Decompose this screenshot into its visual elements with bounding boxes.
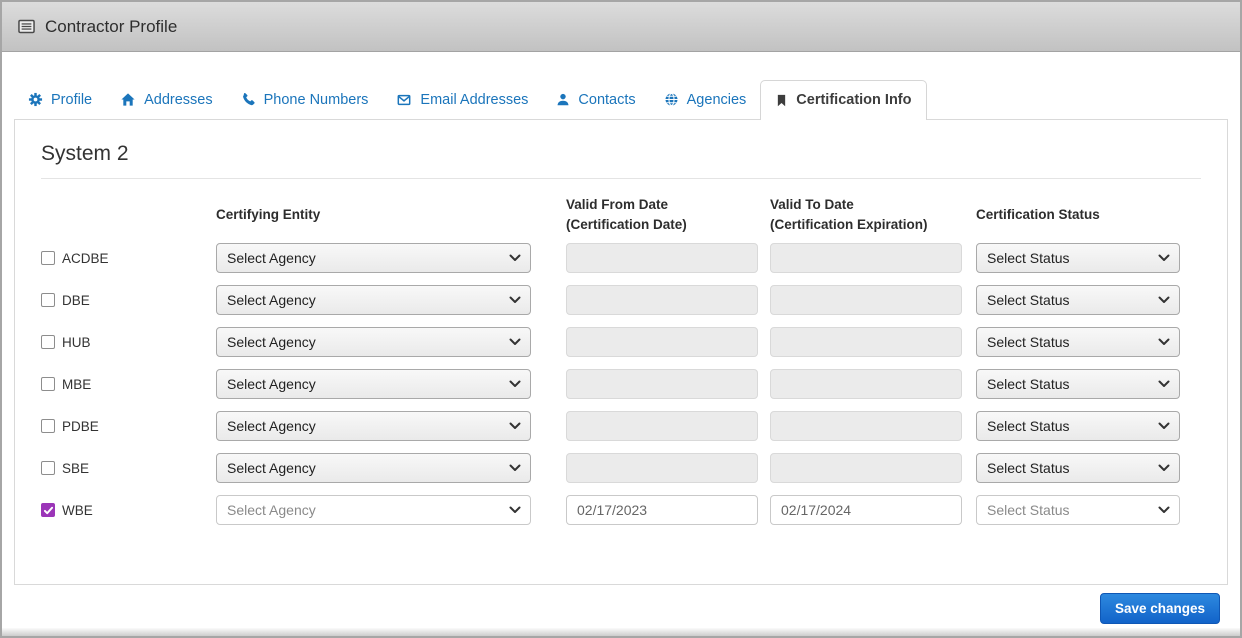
mbe-checkbox[interactable]	[41, 377, 55, 391]
wbe-valid-from-input[interactable]	[566, 495, 758, 525]
bookmark-icon	[775, 93, 788, 108]
mbe-certification-status-select[interactable]: Select Status	[976, 369, 1180, 399]
sbe-valid-to-input	[770, 453, 962, 483]
tab-contacts[interactable]: Contacts	[542, 80, 649, 119]
certification-type-label: WBE	[62, 502, 93, 518]
cert-row-dbe: DBE Select Agency Select Status	[41, 285, 1201, 315]
sbe-valid-from-input	[566, 453, 758, 483]
tab-strip: Profile Addresses Phone Numbers Email Ad…	[14, 80, 1240, 120]
tab-label: Agencies	[686, 91, 747, 108]
table-header-row: Certifying Entity Valid From Date (Certi…	[41, 195, 1201, 235]
tab-label: Contacts	[578, 91, 636, 108]
user-icon	[556, 92, 570, 107]
wbe-valid-to-input[interactable]	[770, 495, 962, 525]
hub-checkbox[interactable]	[41, 335, 55, 349]
sbe-certification-status-select[interactable]: Select Status	[976, 453, 1180, 483]
wbe-checkbox[interactable]	[41, 503, 55, 517]
home-icon	[120, 92, 136, 107]
globe-icon	[664, 92, 679, 107]
mbe-valid-from-input	[566, 369, 758, 399]
certification-type-label: ACDBE	[62, 250, 109, 266]
tab-label: Certification Info	[796, 92, 912, 108]
cert-row-mbe: MBE Select Agency Select Status	[41, 369, 1201, 399]
col-header-certification-status: Certification Status	[976, 207, 1100, 222]
certification-type-label: DBE	[62, 292, 90, 308]
sbe-certifying-entity-select[interactable]: Select Agency	[216, 453, 531, 483]
tab-profile[interactable]: Profile	[14, 80, 106, 119]
dbe-valid-to-input	[770, 285, 962, 315]
pdbe-certification-status-select[interactable]: Select Status	[976, 411, 1180, 441]
hub-valid-from-input	[566, 327, 758, 357]
certification-type-label: MBE	[62, 376, 92, 392]
col-header-valid-from: Valid From Date (Certification Date)	[566, 197, 687, 232]
col-header-certifying-entity: Certifying Entity	[216, 207, 321, 222]
pdbe-valid-from-input	[566, 411, 758, 441]
dbe-checkbox[interactable]	[41, 293, 55, 307]
list-alt-icon	[18, 18, 35, 35]
tab-email-addresses[interactable]: Email Addresses	[382, 80, 542, 119]
dbe-valid-from-input	[566, 285, 758, 315]
phone-icon	[241, 92, 256, 107]
tab-certification-info[interactable]: Certification Info	[760, 80, 927, 120]
tab-label: Addresses	[144, 91, 213, 108]
hub-certifying-entity-select[interactable]: Select Agency	[216, 327, 531, 357]
cert-row-pdbe: PDBE Select Agency Select Status	[41, 411, 1201, 441]
certification-type-label: HUB	[62, 334, 91, 350]
section-title: System 2	[41, 142, 1201, 179]
gear-icon	[28, 92, 43, 107]
mbe-valid-to-input	[770, 369, 962, 399]
certification-rows: ACDBE Select Agency Select Status DBE	[41, 243, 1201, 525]
dbe-certification-status-select[interactable]: Select Status	[976, 285, 1180, 315]
tab-agencies[interactable]: Agencies	[650, 80, 761, 119]
acdbe-valid-from-input	[566, 243, 758, 273]
mbe-certifying-entity-select[interactable]: Select Agency	[216, 369, 531, 399]
tab-label: Email Addresses	[420, 91, 529, 108]
acdbe-certifying-entity-select[interactable]: Select Agency	[216, 243, 531, 273]
hub-valid-to-input	[770, 327, 962, 357]
wbe-certification-status-select[interactable]: Select Status	[976, 495, 1180, 525]
pdbe-valid-to-input	[770, 411, 962, 441]
cert-row-sbe: SBE Select Agency Select Status	[41, 453, 1201, 483]
acdbe-certification-status-select[interactable]: Select Status	[976, 243, 1180, 273]
cert-row-acdbe: ACDBE Select Agency Select Status	[41, 243, 1201, 273]
certification-info-panel: System 2 Certifying Entity Valid From Da…	[14, 119, 1228, 585]
tab-phone-numbers[interactable]: Phone Numbers	[227, 80, 383, 119]
dbe-certifying-entity-select[interactable]: Select Agency	[216, 285, 531, 315]
acdbe-checkbox[interactable]	[41, 251, 55, 265]
col-header-valid-to: Valid To Date (Certification Expiration)	[770, 197, 928, 232]
acdbe-valid-to-input	[770, 243, 962, 273]
hub-certification-status-select[interactable]: Select Status	[976, 327, 1180, 357]
sbe-checkbox[interactable]	[41, 461, 55, 475]
wbe-certifying-entity-select[interactable]: Select Agency	[216, 495, 531, 525]
tab-label: Profile	[51, 91, 93, 108]
page-title: Contractor Profile	[45, 16, 178, 36]
window-titlebar: Contractor Profile	[2, 2, 1240, 52]
footer-actions: Save changes	[2, 585, 1240, 624]
certification-type-label: PDBE	[62, 418, 99, 434]
tab-addresses[interactable]: Addresses	[106, 80, 227, 119]
pdbe-checkbox[interactable]	[41, 419, 55, 433]
certification-type-label: SBE	[62, 460, 90, 476]
tab-label: Phone Numbers	[263, 91, 369, 108]
envelope-icon	[396, 93, 412, 107]
cert-row-hub: HUB Select Agency Select Status	[41, 327, 1201, 357]
pdbe-certifying-entity-select[interactable]: Select Agency	[216, 411, 531, 441]
save-changes-button[interactable]: Save changes	[1099, 593, 1220, 624]
cert-row-wbe: WBE Select Agency Select Status	[41, 495, 1201, 525]
bottom-strip	[2, 628, 1240, 636]
